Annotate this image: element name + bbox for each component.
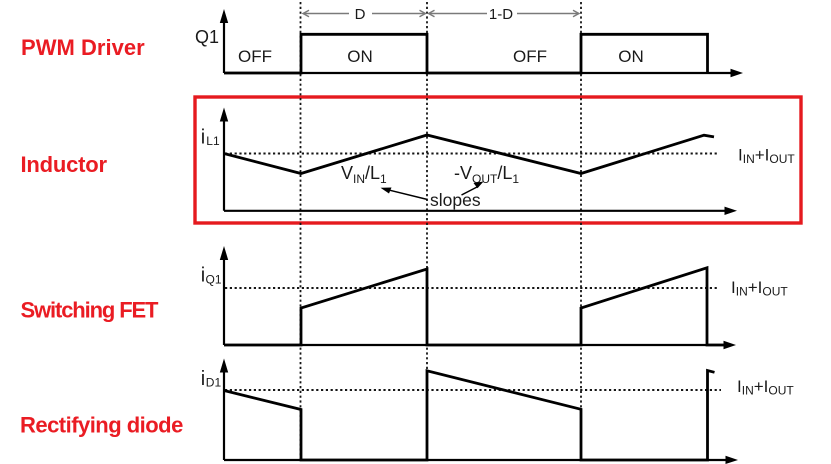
svg-text:slopes: slopes (430, 190, 481, 210)
svg-text:D1: D1 (206, 376, 222, 390)
svg-text:ON: ON (347, 47, 373, 66)
svg-text:1-D: 1-D (489, 6, 513, 23)
svg-text:Inductor: Inductor (21, 152, 108, 177)
svg-text:Rectifying diode: Rectifying diode (20, 413, 183, 438)
svg-text:D: D (355, 6, 366, 23)
svg-text:OFF: OFF (238, 47, 272, 66)
svg-text:Switching FET: Switching FET (21, 298, 160, 323)
svg-text:i: i (201, 265, 205, 287)
svg-text:OFF: OFF (513, 47, 547, 66)
svg-text:ON: ON (618, 47, 644, 66)
svg-text:VIN/L1: VIN/L1 (341, 163, 387, 186)
svg-text:L1: L1 (206, 134, 220, 148)
svg-text:i: i (201, 127, 205, 149)
svg-text:i: i (201, 368, 205, 390)
svg-text:Q1: Q1 (195, 27, 219, 47)
svg-text:PWM Driver: PWM Driver (21, 35, 145, 60)
svg-text:-VOUT/L1: -VOUT/L1 (454, 163, 519, 186)
svg-text:Q1: Q1 (206, 273, 222, 287)
